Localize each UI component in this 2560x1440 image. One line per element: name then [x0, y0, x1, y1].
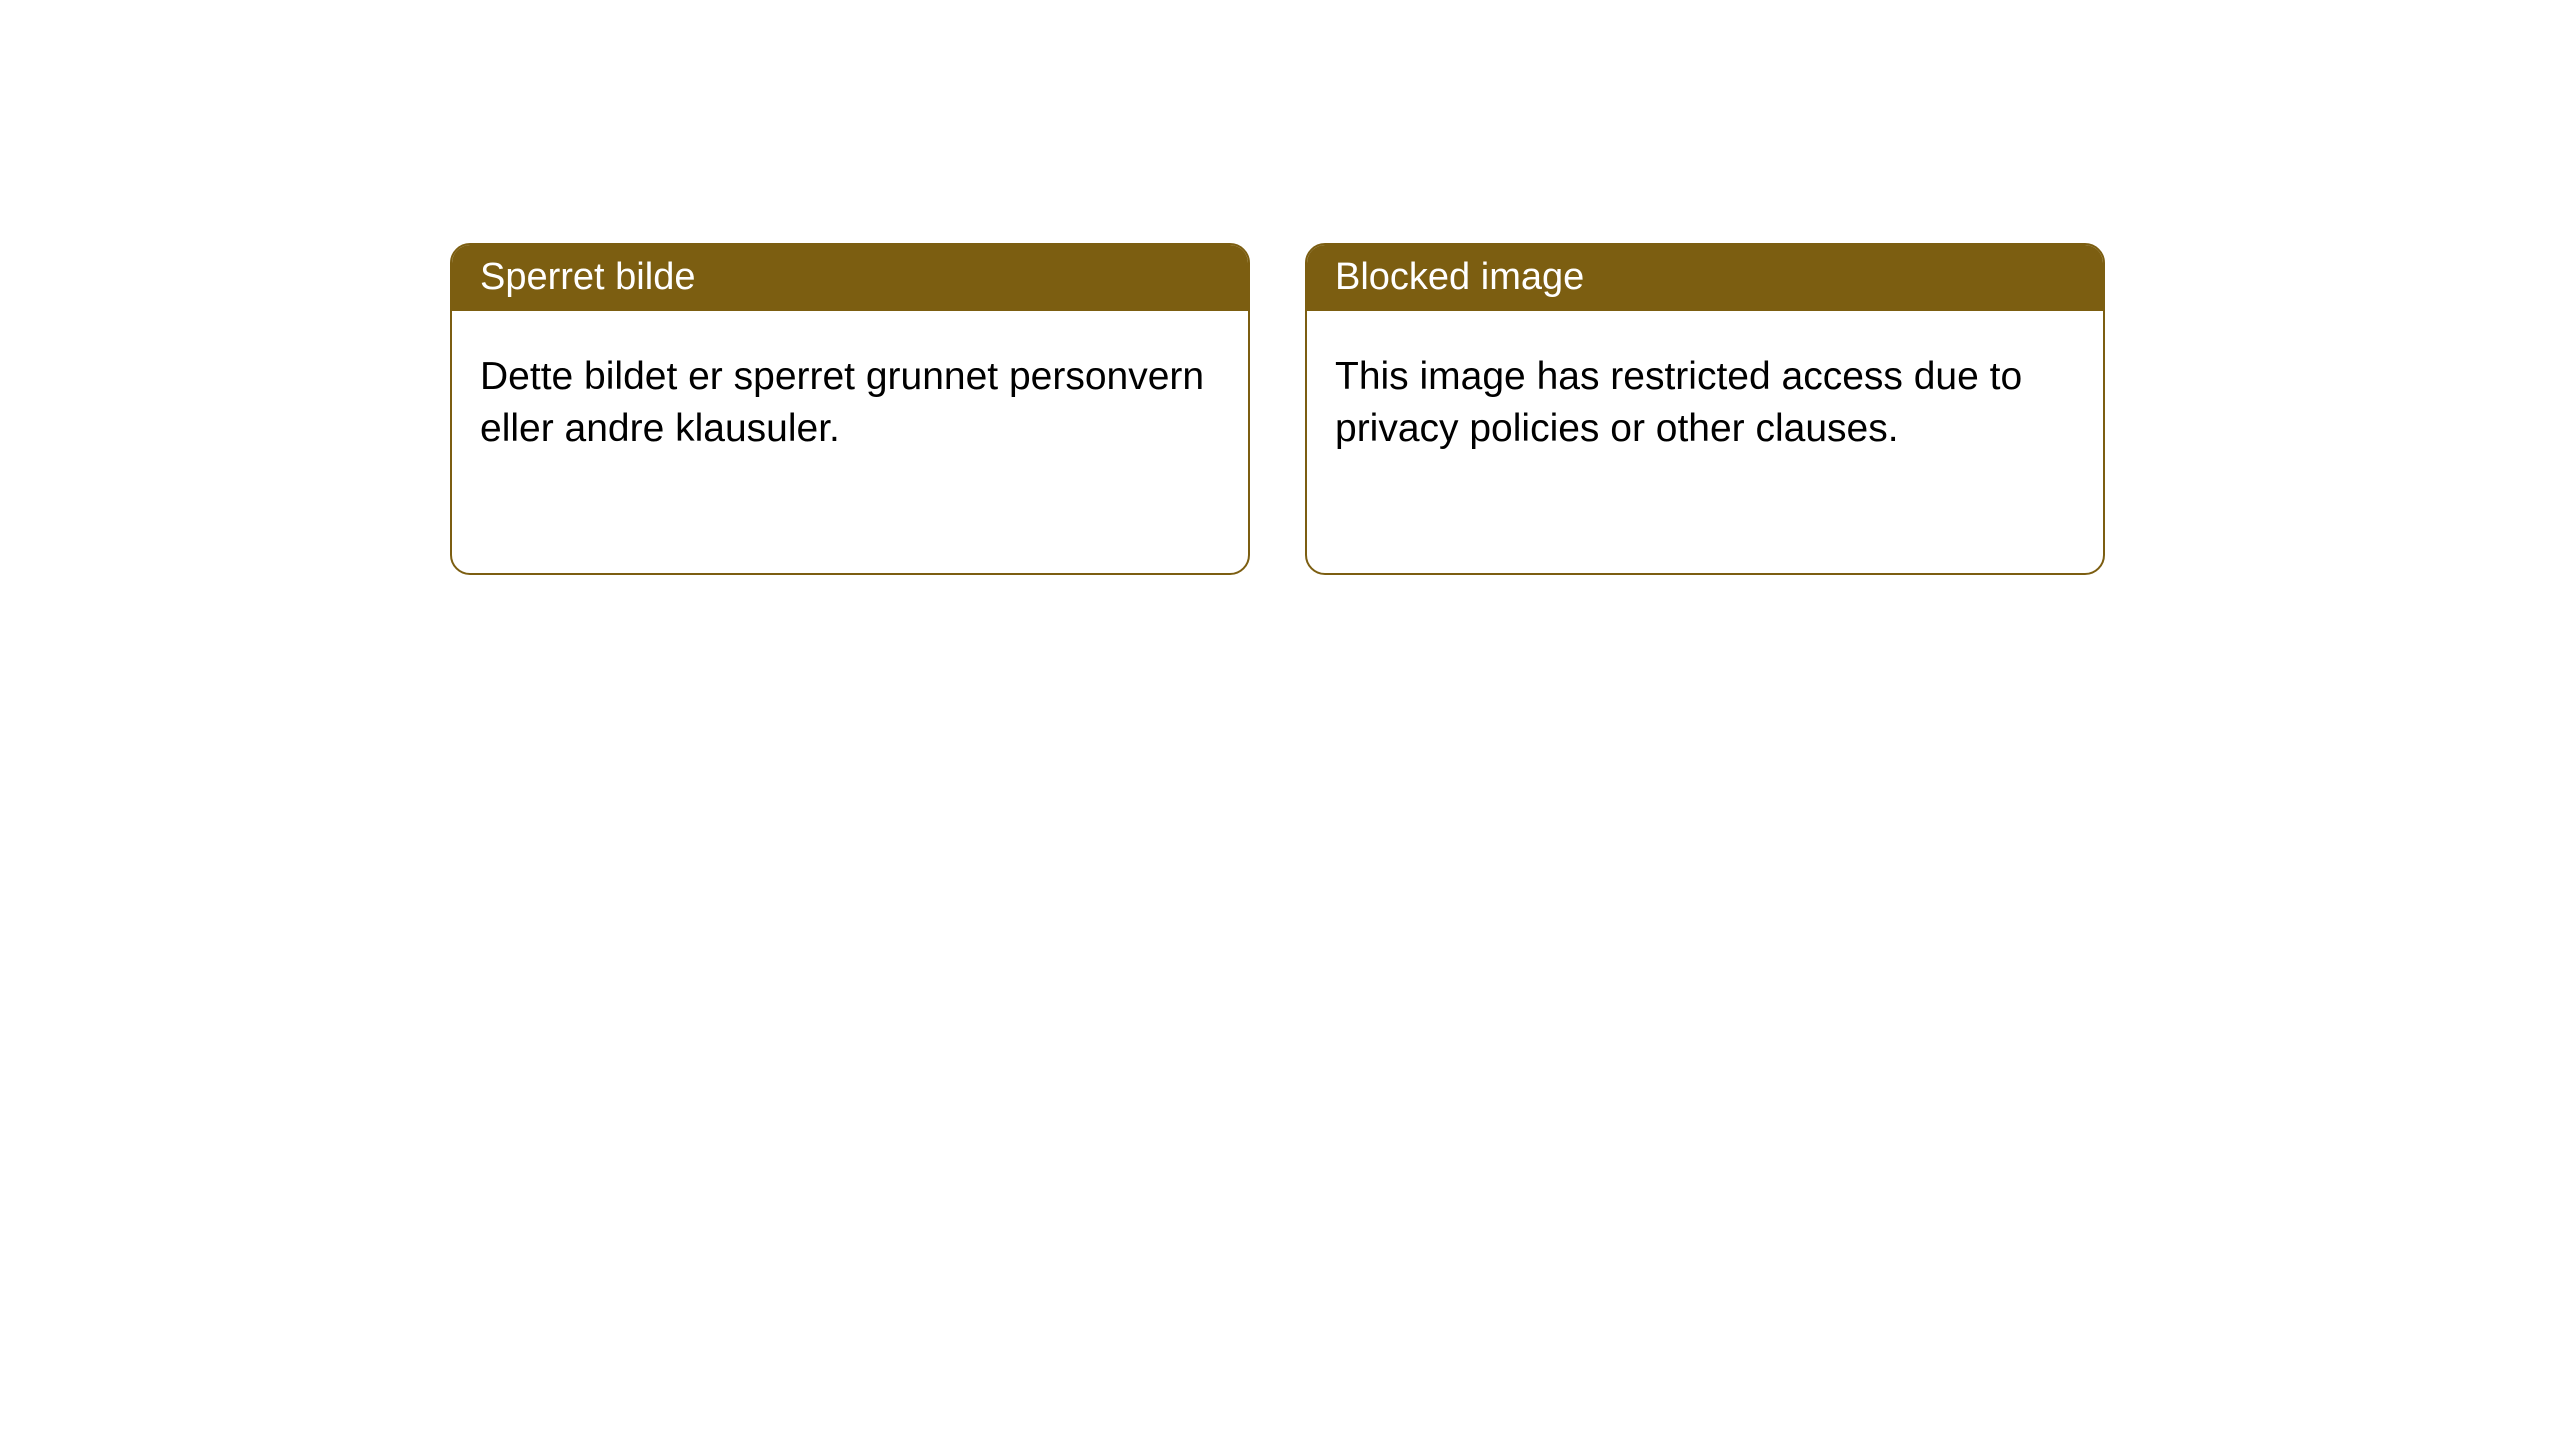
notice-card-norwegian: Sperret bilde Dette bildet er sperret gr… [450, 243, 1250, 575]
notice-body-english: This image has restricted access due to … [1307, 311, 2103, 496]
notice-body-norwegian: Dette bildet er sperret grunnet personve… [452, 311, 1248, 496]
notice-text-norwegian: Dette bildet er sperret grunnet personve… [480, 355, 1204, 451]
notice-title-english: Blocked image [1335, 256, 1584, 298]
notice-header-norwegian: Sperret bilde [452, 245, 1248, 311]
notice-title-norwegian: Sperret bilde [480, 256, 695, 298]
notice-container: Sperret bilde Dette bildet er sperret gr… [450, 243, 2105, 575]
notice-header-english: Blocked image [1307, 245, 2103, 311]
notice-text-english: This image has restricted access due to … [1335, 355, 2022, 451]
notice-card-english: Blocked image This image has restricted … [1305, 243, 2105, 575]
